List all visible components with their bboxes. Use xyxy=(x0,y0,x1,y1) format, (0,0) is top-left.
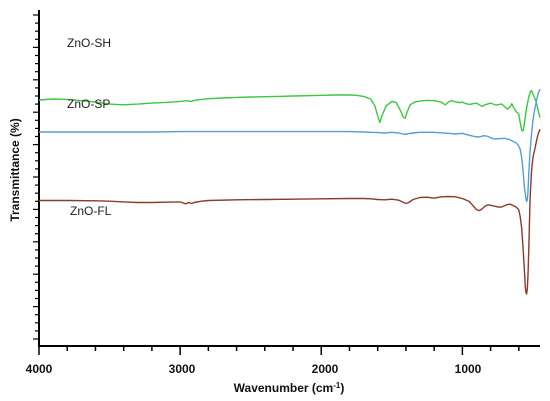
series-line-zno-sh xyxy=(38,89,541,132)
y-axis-title: Transmittance (%) xyxy=(8,118,22,221)
series-label-zno-fl: ZnO-FL xyxy=(70,204,112,218)
x-axis-title-sup: -1 xyxy=(333,381,341,390)
x-axis-ticks xyxy=(38,346,520,355)
x-axis-title: Wavenumber (cm-1) xyxy=(234,381,345,395)
series-layer xyxy=(38,88,541,295)
series-line-zno-sp xyxy=(39,88,541,203)
x-axis-title-main: Wavenumber (cm xyxy=(234,381,334,395)
x-axis-title-suffix: ) xyxy=(340,381,344,395)
x-tick-label-3000: 3000 xyxy=(169,362,196,376)
series-line-zno-fl xyxy=(39,129,541,295)
x-tick-label-4000: 4000 xyxy=(26,362,53,376)
x-tick-label-2000: 2000 xyxy=(312,362,339,376)
x-tick-label-1000: 1000 xyxy=(455,362,482,376)
series-label-zno-sp: ZnO-SP xyxy=(67,97,110,111)
series-label-zno-sh: ZnO-SH xyxy=(67,36,111,50)
